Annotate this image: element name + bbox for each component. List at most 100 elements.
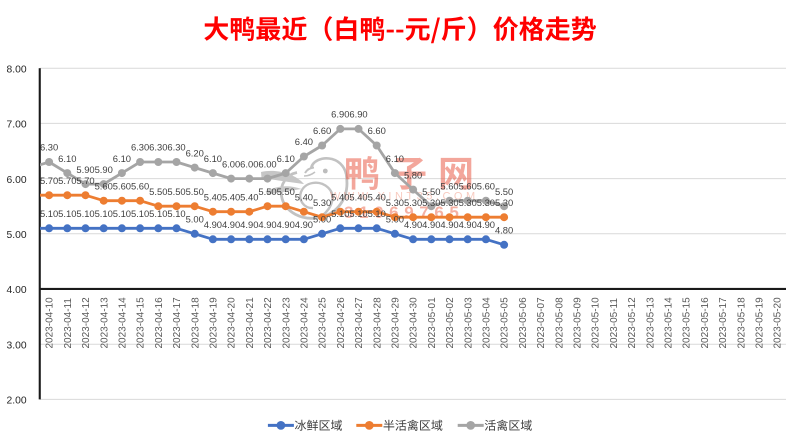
svg-text:5.60: 5.60 (477, 180, 495, 191)
svg-text:5.50: 5.50 (149, 186, 167, 197)
svg-text:5.30: 5.30 (440, 197, 458, 208)
svg-text:2023-04-16: 2023-04-16 (154, 297, 165, 349)
svg-text:2023-04-22: 2023-04-22 (263, 297, 274, 349)
svg-text:2.00: 2.00 (7, 396, 27, 407)
svg-text:2023-05-15: 2023-05-15 (682, 297, 693, 349)
svg-text:2023-04-17: 2023-04-17 (172, 297, 183, 349)
svg-text:6.60: 6.60 (313, 125, 331, 136)
svg-text:5.80: 5.80 (404, 169, 422, 180)
svg-text:6.30: 6.30 (149, 142, 167, 153)
svg-text:2023-04-12: 2023-04-12 (81, 297, 92, 349)
svg-text:4.90: 4.90 (459, 219, 477, 230)
svg-text:5.10: 5.10 (167, 208, 185, 219)
svg-text:4.90: 4.90 (477, 219, 495, 230)
svg-text:2023-05-07: 2023-05-07 (536, 297, 547, 349)
svg-text:2023-05-04: 2023-05-04 (482, 297, 493, 349)
svg-text:6.00: 6.00 (240, 158, 258, 169)
svg-text:4.90: 4.90 (204, 219, 222, 230)
svg-text:4.90: 4.90 (277, 219, 295, 230)
svg-text:2023-05-11: 2023-05-11 (609, 298, 620, 349)
svg-text:5.50: 5.50 (258, 186, 276, 197)
svg-text:5.50: 5.50 (167, 186, 185, 197)
svg-text:6.10: 6.10 (204, 153, 222, 164)
svg-text:5.10: 5.10 (40, 208, 58, 219)
svg-text:6.10: 6.10 (277, 153, 295, 164)
svg-text:6.00: 6.00 (222, 158, 240, 169)
svg-text:5.70: 5.70 (40, 175, 58, 186)
svg-text:2023-05-02: 2023-05-02 (445, 297, 456, 349)
svg-text:2023-05-14: 2023-05-14 (664, 297, 675, 349)
svg-text:2023-05-06: 2023-05-06 (518, 297, 529, 349)
svg-text:6.10: 6.10 (386, 153, 404, 164)
svg-text:2023-05-08: 2023-05-08 (554, 297, 565, 349)
svg-text:5.60: 5.60 (95, 180, 113, 191)
svg-text:2023-05-20: 2023-05-20 (773, 297, 784, 349)
svg-text:6.10: 6.10 (113, 153, 131, 164)
svg-text:2023-04-11: 2023-04-11 (63, 298, 74, 349)
svg-text:5.60: 5.60 (131, 180, 149, 191)
svg-text:6.20: 6.20 (186, 147, 204, 158)
svg-text:2023-04-19: 2023-04-19 (209, 297, 220, 349)
svg-text:4.90: 4.90 (222, 219, 240, 230)
svg-text:4.80: 4.80 (495, 225, 513, 236)
svg-text:2023-05-16: 2023-05-16 (700, 297, 711, 349)
svg-text:2023-04-24: 2023-04-24 (300, 297, 311, 349)
svg-text:6.90: 6.90 (331, 109, 349, 120)
svg-text:4.90: 4.90 (258, 219, 276, 230)
svg-text:2023-04-29: 2023-04-29 (391, 297, 402, 349)
svg-text:5.90: 5.90 (95, 164, 113, 175)
svg-text:6.00: 6.00 (258, 158, 276, 169)
svg-text:5.10: 5.10 (76, 208, 94, 219)
svg-text:5.50: 5.50 (277, 186, 295, 197)
svg-text:2023-04-21: 2023-04-21 (245, 297, 256, 349)
svg-text:5.10: 5.10 (368, 208, 386, 219)
svg-text:5.30: 5.30 (495, 197, 513, 208)
svg-text:5.70: 5.70 (76, 175, 94, 186)
svg-text:5.00: 5.00 (7, 230, 27, 241)
svg-text:4.90: 4.90 (404, 219, 422, 230)
svg-text:2023-05-10: 2023-05-10 (591, 297, 602, 349)
svg-text:2023-05-18: 2023-05-18 (736, 297, 747, 349)
svg-text:5.10: 5.10 (149, 208, 167, 219)
svg-text:5.90: 5.90 (76, 164, 94, 175)
svg-text:6.90: 6.90 (349, 109, 367, 120)
svg-text:5.50: 5.50 (186, 186, 204, 197)
svg-text:2023-04-27: 2023-04-27 (354, 297, 365, 349)
svg-text:2023-04-20: 2023-04-20 (227, 297, 238, 349)
svg-text:7.00: 7.00 (7, 120, 27, 131)
svg-text:2023-04-13: 2023-04-13 (99, 297, 110, 349)
svg-text:3.00: 3.00 (7, 340, 27, 351)
svg-text:2023-04-18: 2023-04-18 (190, 297, 201, 349)
svg-text:5.40: 5.40 (349, 191, 367, 202)
svg-text:5.10: 5.10 (113, 208, 131, 219)
svg-text:5.40: 5.40 (204, 191, 222, 202)
svg-text:2023-04-28: 2023-04-28 (372, 297, 383, 349)
svg-text:8.00: 8.00 (7, 64, 27, 75)
svg-text:6.60: 6.60 (368, 125, 386, 136)
svg-text:4.90: 4.90 (295, 219, 313, 230)
svg-text:6.00: 6.00 (7, 175, 27, 186)
svg-text:5.30: 5.30 (477, 197, 495, 208)
svg-text:2023-04-10: 2023-04-10 (45, 297, 56, 349)
svg-text:5.40: 5.40 (240, 191, 258, 202)
svg-text:2023-04-30: 2023-04-30 (409, 297, 420, 349)
svg-text:5.10: 5.10 (331, 208, 349, 219)
svg-text:2023-05-03: 2023-05-03 (463, 297, 474, 349)
svg-text:4.90: 4.90 (422, 219, 440, 230)
svg-text:2023-04-15: 2023-04-15 (136, 297, 147, 349)
svg-text:2023-04-23: 2023-04-23 (281, 297, 292, 349)
svg-text:5.10: 5.10 (349, 208, 367, 219)
svg-text:2023-05-05: 2023-05-05 (500, 297, 511, 349)
svg-text:5.60: 5.60 (440, 180, 458, 191)
svg-text:5.40: 5.40 (331, 191, 349, 202)
svg-text:5.40: 5.40 (368, 191, 386, 202)
svg-text:2023-05-12: 2023-05-12 (627, 297, 638, 349)
svg-text:5.00: 5.00 (313, 214, 331, 225)
svg-text:5.30: 5.30 (422, 197, 440, 208)
svg-text:5.10: 5.10 (95, 208, 113, 219)
svg-text:6.30: 6.30 (131, 142, 149, 153)
svg-text:5.30: 5.30 (386, 197, 404, 208)
svg-text:5.40: 5.40 (295, 191, 313, 202)
svg-text:5.50: 5.50 (422, 186, 440, 197)
svg-text:2023-05-17: 2023-05-17 (718, 297, 729, 349)
